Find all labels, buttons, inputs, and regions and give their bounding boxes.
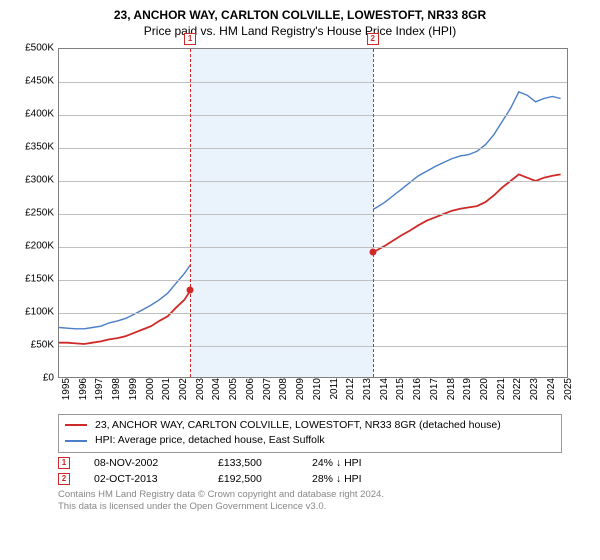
x-axis-label: 2001: [161, 378, 165, 408]
sale-delta: 24% ↓ HPI: [312, 457, 382, 469]
x-axis-label: 2025: [563, 378, 567, 408]
sale-price: £133,500: [218, 457, 288, 469]
gridline: [59, 82, 567, 83]
sale-dot: [369, 248, 376, 255]
chart-container: 23, ANCHOR WAY, CARLTON COLVILLE, LOWEST…: [0, 0, 600, 560]
x-axis-label: 2013: [362, 378, 366, 408]
x-axis-label: 2008: [278, 378, 282, 408]
sale-marker-line: [190, 49, 191, 377]
x-axis-label: 2015: [395, 378, 399, 408]
gridline: [59, 346, 567, 347]
sale-row-marker: 2: [58, 473, 70, 485]
y-axis-label: £350K: [14, 141, 54, 152]
x-axis-label: 2005: [228, 378, 232, 408]
sales-table: 1 08-NOV-2002 £133,500 24% ↓ HPI 2 02-OCT-201…: [58, 457, 590, 485]
x-axis-label: 1997: [94, 378, 98, 408]
y-axis-label: £150K: [14, 273, 54, 284]
footnote-line: This data is licensed under the Open Gov…: [58, 501, 590, 513]
x-axis-label: 2007: [262, 378, 266, 408]
x-axis-label: 2011: [329, 378, 333, 408]
x-axis-label: 2006: [245, 378, 249, 408]
footnote: Contains HM Land Registry data © Crown c…: [58, 489, 590, 514]
x-axis-label: 2018: [446, 378, 450, 408]
x-axis-label: 2022: [512, 378, 516, 408]
sale-marker-line: [373, 49, 374, 377]
x-axis-label: 2010: [312, 378, 316, 408]
footnote-line: Contains HM Land Registry data © Crown c…: [58, 489, 590, 501]
sale-date: 08-NOV-2002: [94, 457, 194, 469]
sale-delta: 28% ↓ HPI: [312, 473, 382, 485]
y-axis-label: £200K: [14, 240, 54, 251]
gridline: [59, 313, 567, 314]
x-axis-label: 2016: [412, 378, 416, 408]
x-axis-label: 1995: [61, 378, 65, 408]
y-axis-label: £0: [14, 372, 54, 383]
y-axis-label: £50K: [14, 339, 54, 350]
gridline: [59, 148, 567, 149]
x-axis-label: 2019: [462, 378, 466, 408]
gridline: [59, 247, 567, 248]
y-axis-label: £100K: [14, 306, 54, 317]
plot-region: 12: [58, 48, 568, 378]
x-axis-label: 2003: [195, 378, 199, 408]
x-axis-label: 2009: [295, 378, 299, 408]
gridline: [59, 214, 567, 215]
x-axis-label: 2000: [145, 378, 149, 408]
chart-area: 12 £0 £50K £100K £150K £200K £250K £300K £350K £…: [14, 44, 574, 408]
legend-swatch: [65, 440, 87, 442]
sale-dot: [187, 287, 194, 294]
y-axis-label: £400K: [14, 108, 54, 119]
y-axis-label: £450K: [14, 75, 54, 86]
gridline: [59, 115, 567, 116]
sale-row: 2 02-OCT-2013 £192,500 28% ↓ HPI: [58, 473, 590, 485]
x-axis-label: 2017: [429, 378, 433, 408]
x-axis-label: 1996: [78, 378, 82, 408]
x-axis-label: 2023: [529, 378, 533, 408]
legend: 23, ANCHOR WAY, CARLTON COLVILLE, LOWEST…: [58, 414, 562, 454]
legend-label: 23, ANCHOR WAY, CARLTON COLVILLE, LOWEST…: [95, 418, 501, 434]
sale-row-marker: 1: [58, 457, 70, 469]
chart-title: 23, ANCHOR WAY, CARLTON COLVILLE, LOWEST…: [10, 8, 590, 24]
x-axis-label: 1999: [128, 378, 132, 408]
legend-item: HPI: Average price, detached house, East…: [65, 433, 555, 449]
x-axis-label: 2002: [178, 378, 182, 408]
sale-price: £192,500: [218, 473, 288, 485]
y-axis-label: £250K: [14, 207, 54, 218]
x-axis-label: 2012: [345, 378, 349, 408]
y-axis-label: £500K: [14, 42, 54, 53]
legend-item: 23, ANCHOR WAY, CARLTON COLVILLE, LOWEST…: [65, 418, 555, 434]
sale-marker-box: 2: [367, 33, 379, 45]
sale-row: 1 08-NOV-2002 £133,500 24% ↓ HPI: [58, 457, 590, 469]
gridline: [59, 280, 567, 281]
gridline: [59, 181, 567, 182]
sale-marker-box: 1: [184, 33, 196, 45]
x-axis-label: 1998: [111, 378, 115, 408]
sale-date: 02-OCT-2013: [94, 473, 194, 485]
x-axis-label: 2014: [379, 378, 383, 408]
x-axis-label: 2021: [496, 378, 500, 408]
legend-label: HPI: Average price, detached house, East…: [95, 433, 325, 449]
y-axis-label: £300K: [14, 174, 54, 185]
x-axis-label: 2020: [479, 378, 483, 408]
x-axis-label: 2024: [546, 378, 550, 408]
x-axis-label: 2004: [211, 378, 215, 408]
shade-region: [190, 49, 373, 377]
legend-swatch: [65, 424, 87, 426]
chart-subtitle: Price paid vs. HM Land Registry's House …: [10, 24, 590, 38]
